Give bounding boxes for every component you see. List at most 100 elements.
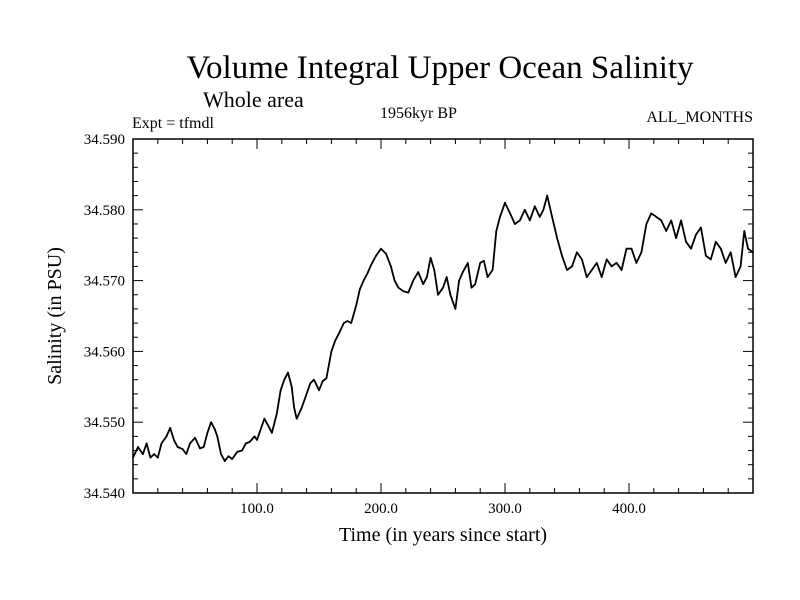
data-point <box>462 271 464 273</box>
data-point <box>538 216 541 218</box>
data-point <box>318 389 320 392</box>
data-point <box>267 424 270 427</box>
x-tick-label: 400.0 <box>612 501 646 517</box>
data-point <box>685 240 687 243</box>
data-point <box>380 247 382 250</box>
data-point <box>149 456 152 459</box>
data-point <box>534 205 536 208</box>
data-point <box>561 255 563 257</box>
data-point <box>245 442 247 445</box>
data-point <box>491 269 494 271</box>
data-point <box>271 432 273 434</box>
data-point <box>343 322 345 324</box>
plot-frame <box>132 138 754 494</box>
data-point <box>445 276 448 278</box>
data-point <box>645 223 648 225</box>
data-point <box>393 279 396 282</box>
experiment-label: Expt = tfmdl <box>132 115 214 132</box>
data-point <box>210 421 212 424</box>
data-point <box>529 219 531 222</box>
x-tick-label: 300.0 <box>488 501 522 517</box>
data-point <box>454 308 457 310</box>
data-point <box>359 288 361 290</box>
data-point <box>206 432 209 434</box>
data-point <box>724 262 727 264</box>
data-point <box>483 260 485 262</box>
months-label: ALL_MONTHS <box>646 109 753 126</box>
data-point <box>293 407 296 409</box>
data-point <box>695 233 697 236</box>
data-point <box>185 453 188 455</box>
data-point <box>253 435 256 438</box>
data-point <box>402 290 405 293</box>
data-point <box>370 264 372 266</box>
data-point <box>194 437 196 439</box>
data-point <box>429 257 432 259</box>
data-point <box>283 378 286 381</box>
data-point <box>256 439 258 441</box>
data-point <box>422 283 425 285</box>
data-point <box>259 428 262 431</box>
y-axis-label: Salinity (in PSU) <box>44 247 66 385</box>
y-tick-label: 34.570 <box>84 274 125 290</box>
data-point <box>650 212 653 215</box>
data-point <box>504 201 506 204</box>
data-point <box>739 265 742 268</box>
data-point <box>426 276 428 278</box>
data-point <box>514 223 516 225</box>
data-point <box>566 269 568 271</box>
data-point <box>390 265 392 268</box>
data-point <box>474 283 477 285</box>
data-point <box>479 262 482 264</box>
data-point <box>542 209 545 211</box>
salinity-series-line <box>132 194 754 462</box>
y-tick-label: 34.580 <box>84 203 125 219</box>
data-point <box>385 252 387 255</box>
data-point <box>499 216 501 218</box>
data-point <box>295 417 298 420</box>
data-point <box>660 219 662 222</box>
x-tick-label: 200.0 <box>364 501 398 517</box>
data-point <box>176 446 179 448</box>
chart-title: Volume Integral Upper Ocean Salinity <box>186 50 694 86</box>
data-point <box>467 262 469 264</box>
data-point <box>355 304 358 307</box>
data-point <box>715 240 717 243</box>
data-point <box>189 442 191 445</box>
data-point <box>202 446 205 448</box>
data-point <box>576 251 578 254</box>
data-point <box>290 386 293 388</box>
data-point <box>321 380 324 382</box>
data-point <box>729 251 732 254</box>
data-point <box>433 269 436 271</box>
data-point <box>734 276 737 278</box>
data-point <box>509 212 511 215</box>
x-axis-label: Time (in years since start) <box>339 524 547 546</box>
data-point <box>690 247 692 250</box>
data-point <box>591 269 593 271</box>
y-tick-label: 34.540 <box>84 486 125 502</box>
data-point <box>600 276 603 278</box>
data-point <box>655 216 658 218</box>
data-point <box>470 286 473 289</box>
data-point <box>263 417 266 420</box>
data-point <box>449 294 452 296</box>
data-point <box>346 320 349 322</box>
x-tick-label: 100.0 <box>240 501 274 517</box>
data-point <box>330 350 333 353</box>
data-point <box>313 378 315 381</box>
data-point <box>338 332 340 335</box>
series-group <box>132 194 754 462</box>
data-point <box>309 382 312 385</box>
data-point <box>610 265 613 268</box>
data-point <box>680 219 682 222</box>
data-point <box>705 255 707 257</box>
data-point <box>720 247 722 250</box>
data-point <box>675 237 677 239</box>
data-point <box>214 428 216 431</box>
data-point <box>173 439 175 441</box>
data-point <box>142 453 144 455</box>
data-point <box>366 272 369 275</box>
data-point <box>596 262 598 264</box>
data-point <box>305 393 308 395</box>
